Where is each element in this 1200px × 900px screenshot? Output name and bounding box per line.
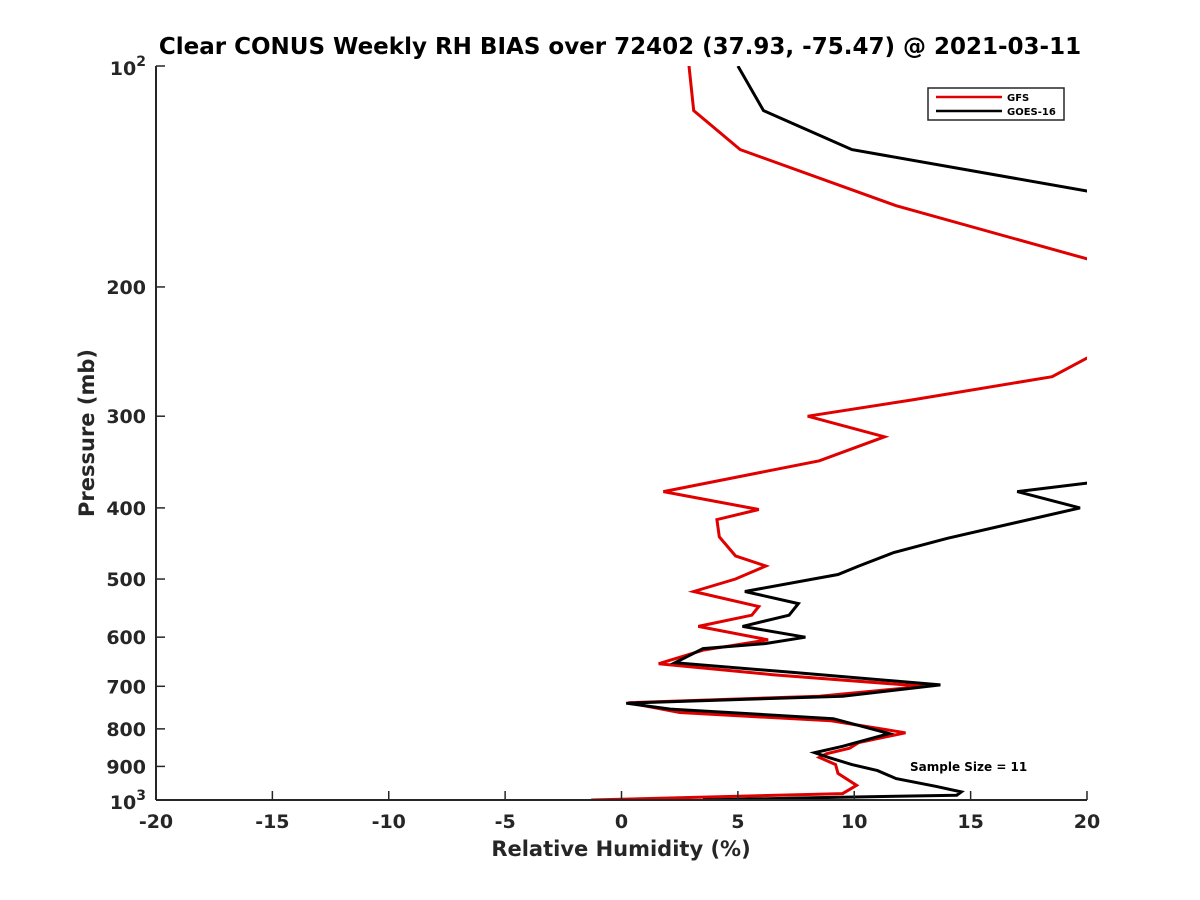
x-tick-label: 10 <box>841 811 867 833</box>
y-tick-label: 900 <box>106 756 146 778</box>
series-line-goes-16 <box>626 66 1087 800</box>
x-axis-label: Relative Humidity (%) <box>491 837 750 861</box>
y-tick-label: 700 <box>106 676 146 698</box>
y-tick-label: 600 <box>106 627 146 649</box>
series-line-gfs <box>591 66 1087 800</box>
y-tick-label: 400 <box>106 498 146 520</box>
x-tick-label: 5 <box>731 811 744 833</box>
sample-size-annotation: Sample Size = 11 <box>910 760 1027 774</box>
chart-title: Clear CONUS Weekly RH BIAS over 72402 (3… <box>159 34 1081 60</box>
legend: GFS GOES-16 <box>927 87 1065 121</box>
legend-box <box>927 87 1065 121</box>
legend-label-goes-16: GOES-16 <box>1007 107 1056 118</box>
y-axis-label: Pressure (mb) <box>75 349 99 517</box>
x-tick-label: -10 <box>372 811 406 833</box>
x-tick-label: -20 <box>139 811 173 833</box>
x-tick-label: -15 <box>255 811 289 833</box>
x-tick-label: 0 <box>615 811 628 833</box>
y-tick-label: 800 <box>106 719 146 741</box>
y-tick-label: 500 <box>106 569 146 591</box>
x-tick-label: 20 <box>1074 811 1100 833</box>
x-tick-label: 15 <box>957 811 983 833</box>
x-tick-label: -5 <box>495 811 516 833</box>
legend-label-gfs: GFS <box>1007 93 1029 104</box>
y-tick-label: 200 <box>106 277 146 299</box>
y-tick-label: 300 <box>106 406 146 428</box>
